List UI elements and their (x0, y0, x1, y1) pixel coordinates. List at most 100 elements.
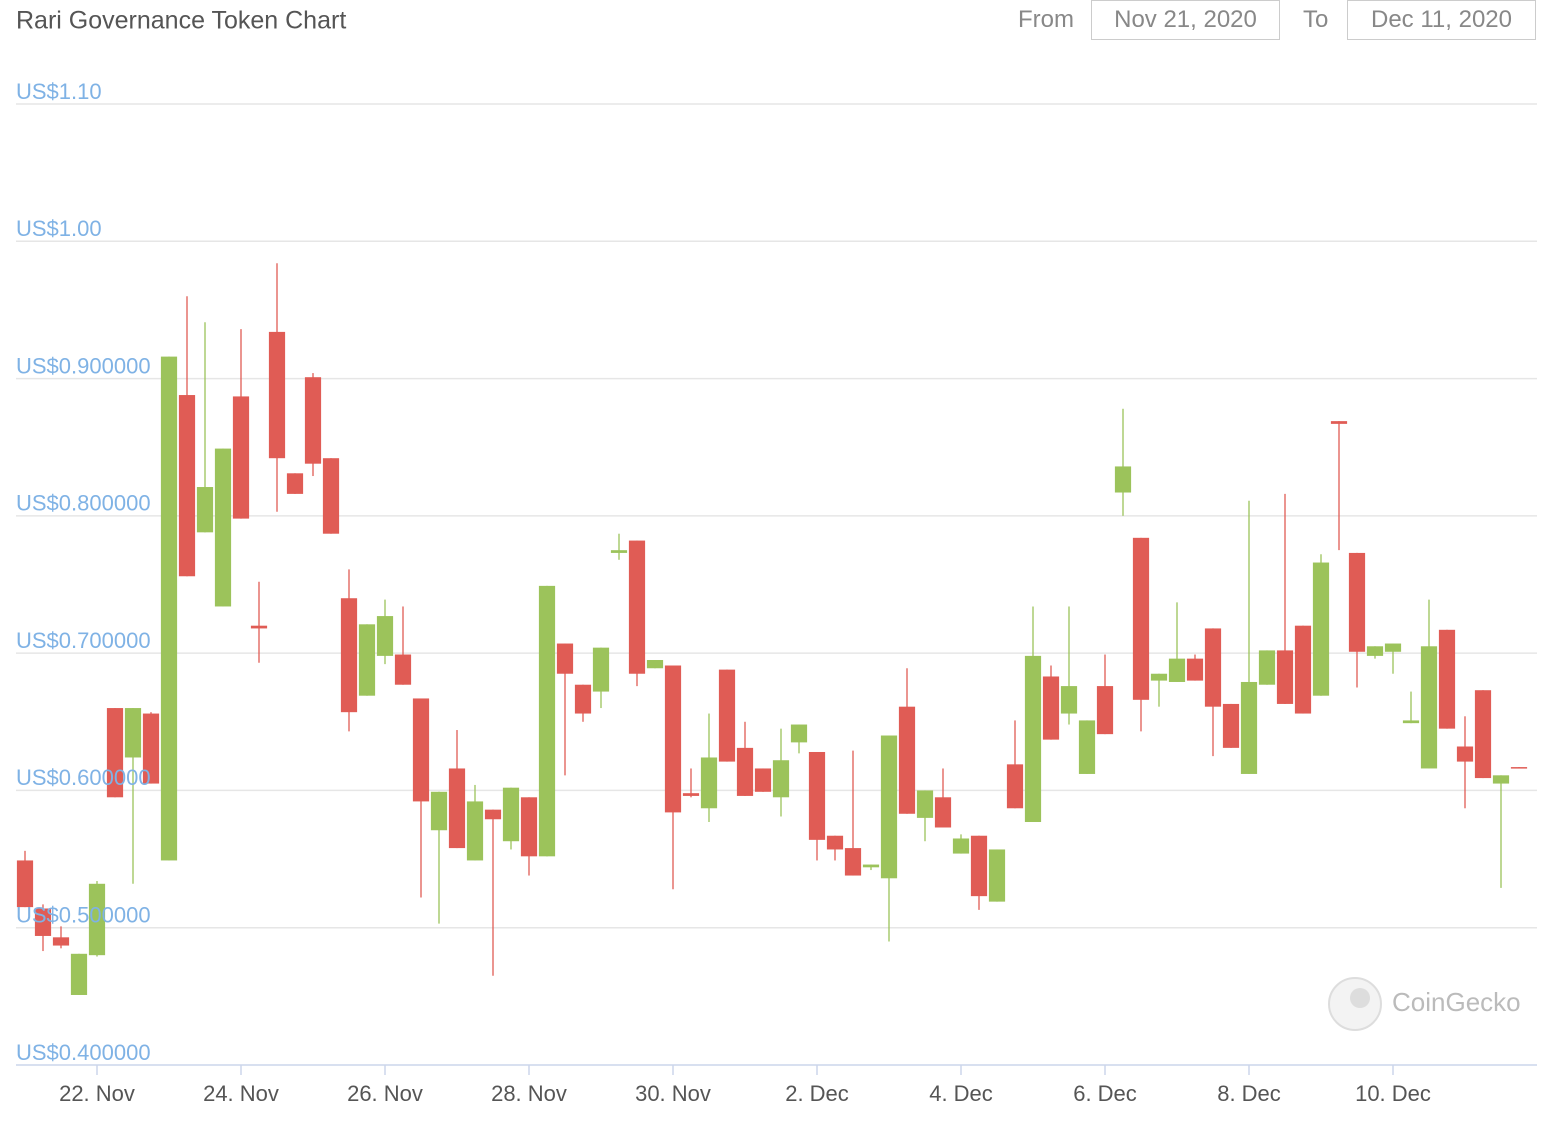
x-tick-label: 10. Dec (1355, 1081, 1431, 1106)
candle-body (196, 487, 214, 533)
candle-body (340, 598, 358, 713)
candle-body (1348, 552, 1366, 652)
candle-body (1294, 625, 1312, 714)
candle-body (556, 643, 574, 674)
candle-body (736, 747, 754, 796)
candle-body (520, 797, 538, 857)
to-date-input[interactable]: Dec 11, 2020 (1347, 0, 1536, 40)
candle-body (1042, 676, 1060, 740)
candle-body (628, 540, 646, 674)
candle-body (790, 724, 808, 743)
candle-body (1024, 655, 1042, 823)
candle-body (592, 647, 610, 692)
watermark-text: CoinGecko (1392, 987, 1521, 1017)
candle-body (1060, 686, 1078, 714)
y-tick-label: US$0.500000 (16, 903, 151, 928)
y-tick-label: US$0.800000 (16, 491, 151, 516)
candle-body (1456, 746, 1474, 762)
candle-body (952, 838, 970, 854)
candle-body (1240, 681, 1258, 774)
candle-body (142, 713, 160, 784)
candle-body (214, 448, 232, 607)
candle-body (1276, 650, 1294, 704)
candle-body (358, 624, 376, 696)
candle-body (232, 396, 250, 519)
candle-body (1150, 673, 1168, 681)
candle-body (1258, 650, 1276, 685)
y-tick-label: US$1.10 (16, 79, 102, 104)
candle-body (466, 801, 484, 861)
from-date-input[interactable]: Nov 21, 2020 (1091, 0, 1280, 40)
chart-title: Rari Governance Token Chart (16, 7, 346, 35)
candle-body (1186, 658, 1204, 681)
candle-body (376, 616, 394, 656)
candle-body (646, 660, 664, 669)
candle-body (160, 356, 178, 861)
candle-body (700, 757, 718, 809)
candle-body (538, 585, 556, 857)
y-tick-label: US$0.900000 (16, 353, 151, 378)
candle-body (322, 458, 340, 534)
x-tick-label: 24. Nov (203, 1081, 279, 1106)
candle-body (880, 735, 898, 879)
x-tick-label: 8. Dec (1217, 1081, 1281, 1106)
candle-body (754, 768, 772, 792)
candle-body (808, 751, 826, 840)
y-tick-label: US$0.700000 (16, 628, 151, 653)
x-tick-label: 30. Nov (635, 1081, 711, 1106)
candle-body (1114, 466, 1132, 493)
candle-body (970, 835, 988, 897)
candle-body (1366, 646, 1384, 656)
candle-body (934, 797, 952, 828)
candle-body (1132, 537, 1150, 700)
from-label: From (1018, 6, 1074, 33)
candle-body (34, 908, 52, 936)
candle-body (1474, 690, 1492, 779)
candle-body (610, 550, 628, 553)
watermark: CoinGecko (1328, 977, 1521, 1031)
candle-body (1222, 703, 1240, 748)
candle-body (70, 953, 88, 995)
candle-body (484, 809, 502, 820)
x-tick-label: 4. Dec (929, 1081, 993, 1106)
candle-body (1312, 562, 1330, 696)
candle-body (1168, 658, 1186, 682)
candle-body (250, 625, 268, 629)
watermark-logo-eye (1350, 988, 1370, 1008)
candle-body (394, 654, 412, 685)
candle-body (430, 791, 448, 831)
candle-body (1384, 643, 1402, 652)
candle-body (718, 669, 736, 762)
x-tick-label: 6. Dec (1073, 1081, 1137, 1106)
grid-layer (16, 103, 1537, 1075)
candle-body (1006, 764, 1024, 809)
candle-body (286, 473, 304, 494)
candle-body (1438, 629, 1456, 729)
x-tick-label: 22. Nov (59, 1081, 135, 1106)
y-tick-label: US$1.00 (16, 216, 102, 241)
candle-body (682, 793, 700, 796)
candle-body (124, 708, 142, 758)
candle-body (844, 848, 862, 876)
candle-body (1096, 686, 1114, 735)
candle-body (1492, 775, 1510, 784)
candle-body (178, 395, 196, 577)
candle-body (448, 768, 466, 849)
candle-body (1078, 720, 1096, 774)
x-tick-label: 28. Nov (491, 1081, 567, 1106)
candle-body (106, 708, 124, 798)
candle-body (502, 787, 520, 842)
candle-body (268, 331, 286, 459)
candle-body (862, 864, 880, 868)
x-tick-label: 26. Nov (347, 1081, 423, 1106)
candle-body (1510, 767, 1528, 769)
x-tick-label: 2. Dec (785, 1081, 849, 1106)
candles (16, 263, 1528, 995)
candle-body (1330, 421, 1348, 424)
candle-body (88, 883, 106, 956)
candle-body (52, 937, 70, 946)
label-layer: US$0.400000 US$0.500000 US$0.600000 US$0.70… (16, 79, 1431, 1106)
candle-body (898, 706, 916, 814)
